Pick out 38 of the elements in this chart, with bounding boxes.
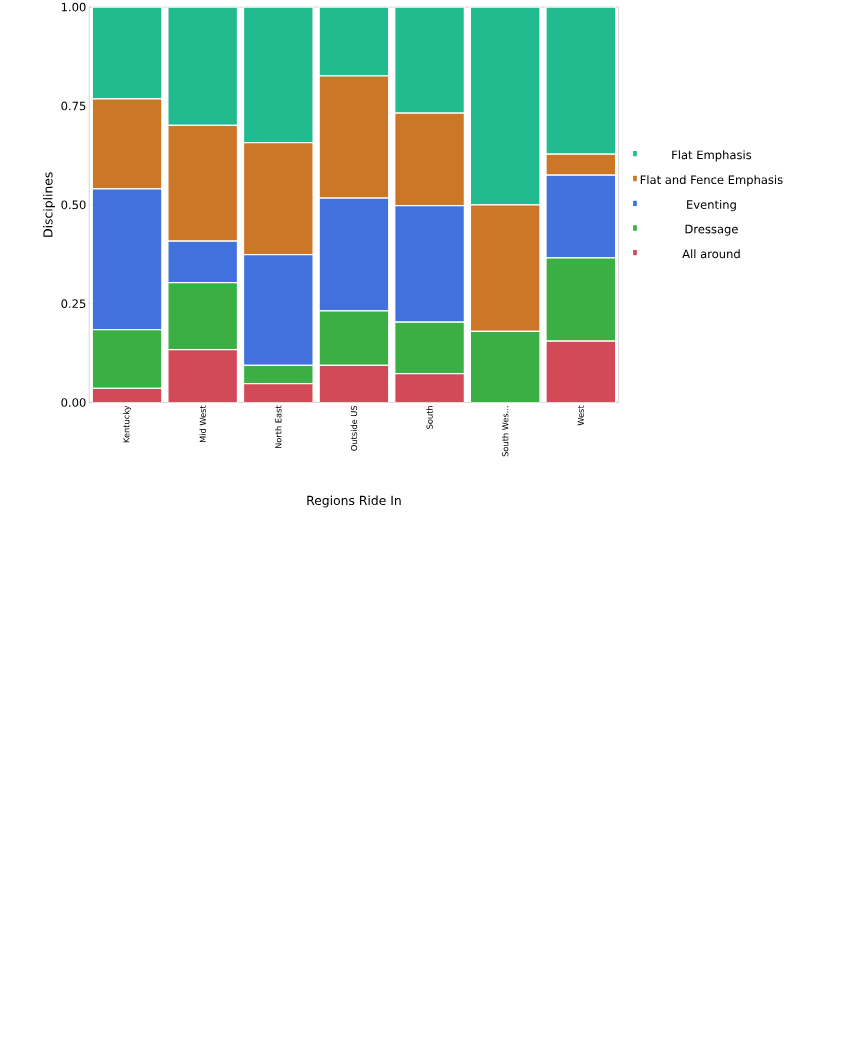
bar [243, 383, 314, 403]
bar [394, 321, 465, 375]
bar [394, 373, 465, 403]
x-tick-label: South Wes... [501, 406, 509, 457]
bar [545, 7, 617, 155]
text: All around [682, 249, 740, 259]
bar [470, 331, 540, 403]
text: Dressage [685, 224, 738, 236]
x-tick-label: North East [275, 405, 282, 449]
x-tick-label: Outside US [350, 405, 358, 451]
bar [242, 364, 314, 385]
bar [167, 7, 239, 126]
bar [545, 257, 617, 342]
y-axis-title: Disciplines [43, 172, 55, 237]
x-tick-label: West [577, 405, 584, 426]
bar [394, 7, 465, 114]
x-axis-title: Regions Ride In [307, 495, 401, 508]
bar [319, 365, 389, 403]
x-tick-label: South [426, 406, 433, 429]
legend-label: Flat and Fence Emphasis [640, 175, 783, 187]
bar [91, 7, 163, 100]
text: Flat Emphasis [672, 150, 752, 162]
bar [91, 329, 163, 389]
y-tick-label: 0.75 [61, 101, 86, 111]
bar [469, 7, 541, 206]
x-tick-label: Kentucky [123, 405, 132, 443]
y-tick-label: 1.00 [61, 2, 86, 12]
bar [167, 282, 239, 351]
y-tick-label: 0.00 [61, 398, 86, 407]
bar [318, 310, 390, 366]
bar [242, 7, 314, 144]
y-tick-label: 0.25 [61, 299, 86, 309]
y-tick-label: 0.50 [61, 200, 86, 210]
bar [318, 7, 390, 77]
text: Eventing [687, 199, 736, 212]
bar [545, 340, 617, 403]
bar [167, 349, 238, 403]
x-tick-label: Mid West [199, 405, 206, 443]
